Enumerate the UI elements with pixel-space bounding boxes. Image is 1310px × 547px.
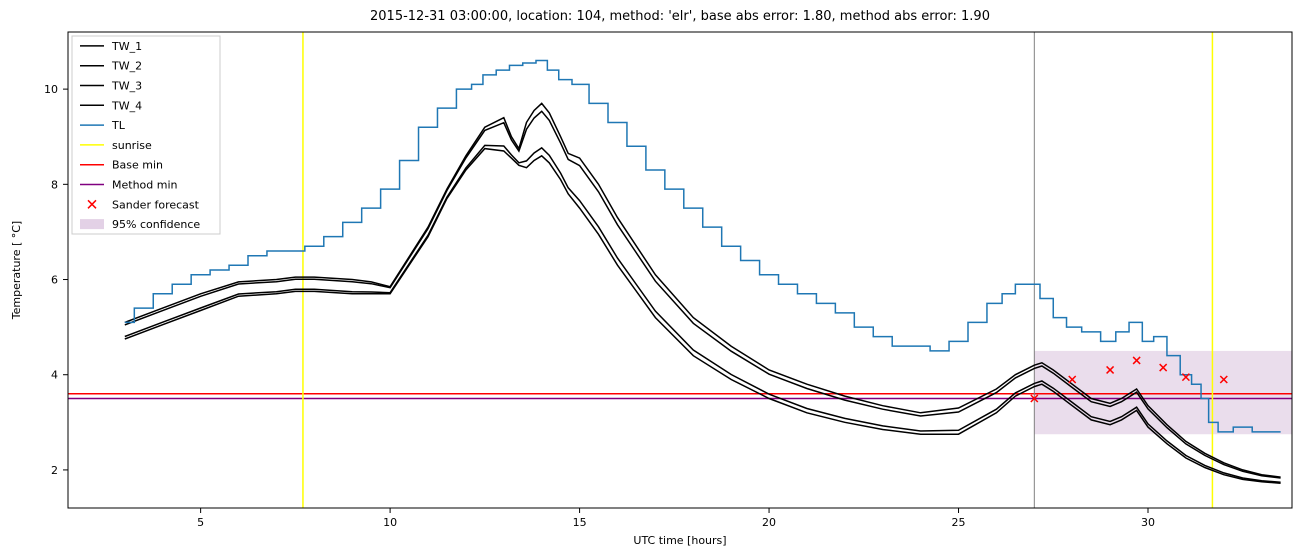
legend-label: TW_2 (111, 60, 142, 73)
legend: TW_1 TW_2 TW_3 TW_4 TL sunrise Base min Method … (72, 36, 220, 234)
xlabel: UTC time [hours] (633, 534, 726, 547)
xtick-label: 20 (762, 516, 776, 529)
xtick-label: 15 (573, 516, 587, 529)
xtick-label: 5 (197, 516, 204, 529)
xtick-label: 10 (383, 516, 397, 529)
ytick-label: 2 (51, 464, 58, 477)
chart-title: 2015-12-31 03:00:00, location: 104, meth… (370, 9, 990, 24)
ytick-label: 10 (44, 83, 58, 96)
legend-label: Base min (112, 159, 163, 172)
ytick-label: 8 (51, 178, 58, 191)
xtick-label: 25 (952, 516, 966, 529)
ytick-label: 4 (51, 369, 58, 382)
legend-label: TW_3 (111, 80, 142, 93)
chart-figure: 5 10 15 20 25 30 2 4 6 8 10 UTC time [hours] Tempera… (0, 0, 1310, 547)
legend-label: Method min (112, 179, 178, 192)
legend-label: Sander forecast (112, 198, 200, 211)
legend-label: 95% confidence (112, 218, 200, 231)
chart-svg: 5 10 15 20 25 30 2 4 6 8 10 UTC time [hours] Tempera… (0, 0, 1310, 547)
legend-label: TL (111, 119, 126, 132)
xtick-label: 30 (1141, 516, 1155, 529)
legend-label: TW_1 (111, 40, 142, 53)
legend-label: TW_4 (111, 99, 142, 112)
ytick-label: 6 (51, 274, 58, 287)
ylabel: Temperature [ °C] (10, 221, 23, 320)
legend-label: sunrise (112, 139, 152, 152)
